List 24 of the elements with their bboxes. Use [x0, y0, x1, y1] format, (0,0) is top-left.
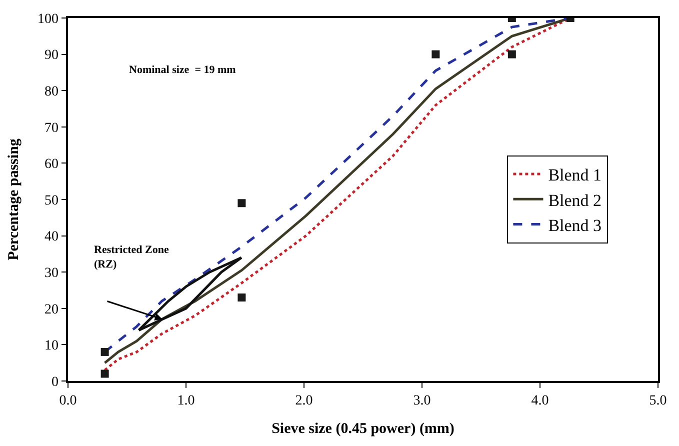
- y-tick-label: 0: [51, 374, 58, 390]
- y-tick-label: 70: [44, 120, 58, 136]
- x-tick-label: 2.0: [295, 394, 313, 409]
- y-tick-label: 90: [44, 48, 58, 64]
- y-tick-label: 40: [44, 230, 58, 245]
- y-tick-label: 20: [44, 302, 58, 318]
- annotation: Nominal size = 19 mm: [129, 64, 236, 76]
- legend-label: Blend 3: [548, 216, 602, 235]
- y-axis-title: Percentage passing: [6, 138, 22, 260]
- y-tick-label: 30: [44, 266, 58, 281]
- y-tick-label: 60: [44, 157, 58, 172]
- y-tick-label: 80: [44, 84, 58, 100]
- x-tick-label: 5.0: [649, 394, 667, 409]
- x-tick-label: 1.0: [177, 394, 195, 409]
- x-axis-title: Sieve size (0.45 power) (mm): [272, 421, 454, 438]
- y-tick-label: 10: [44, 338, 58, 354]
- legend-label: Blend 2: [548, 190, 602, 210]
- x-tick-label: 4.0: [531, 394, 549, 409]
- annotation: Restricted Zone (RZ): [94, 244, 169, 270]
- y-tick-label: 50: [44, 193, 58, 208]
- y-tick-label: 100: [37, 12, 58, 27]
- x-tick-label: 0.0: [59, 394, 77, 409]
- legend-label: Blend 1: [548, 166, 602, 185]
- x-tick-label: 3.0: [413, 394, 431, 409]
